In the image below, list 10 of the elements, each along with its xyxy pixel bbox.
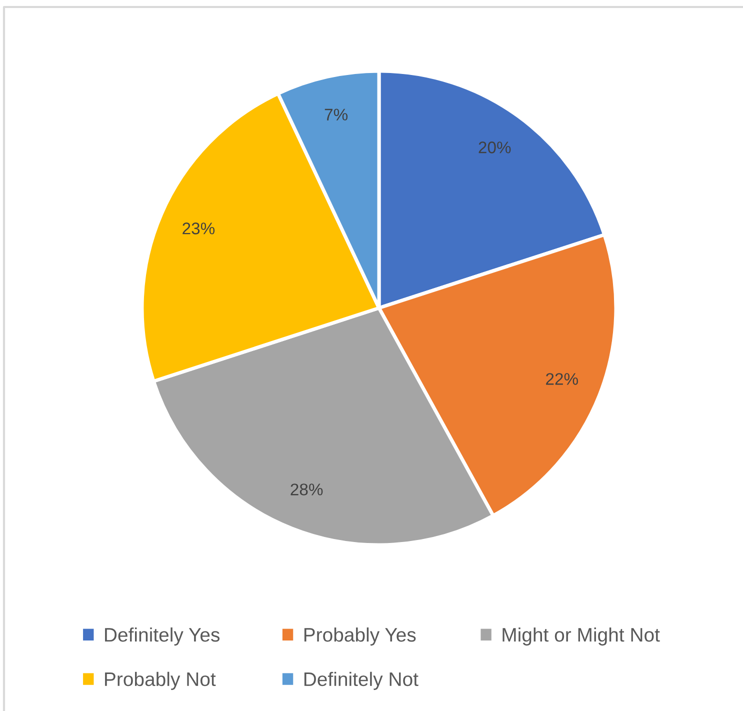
data-label: 22% <box>546 373 578 385</box>
legend-label: Might or Might Not <box>502 627 660 646</box>
legend-label: Probably Not <box>105 672 216 690</box>
legend-label: Probably Yes <box>304 627 416 646</box>
data-label: 20% <box>478 142 511 154</box>
data-label: 7% <box>324 108 348 120</box>
legend-label: Definitely Not <box>304 672 418 690</box>
legend-label: Definitely Yes <box>105 627 220 646</box>
data-label: 28% <box>290 484 323 496</box>
data-label: 23% <box>182 222 215 234</box>
